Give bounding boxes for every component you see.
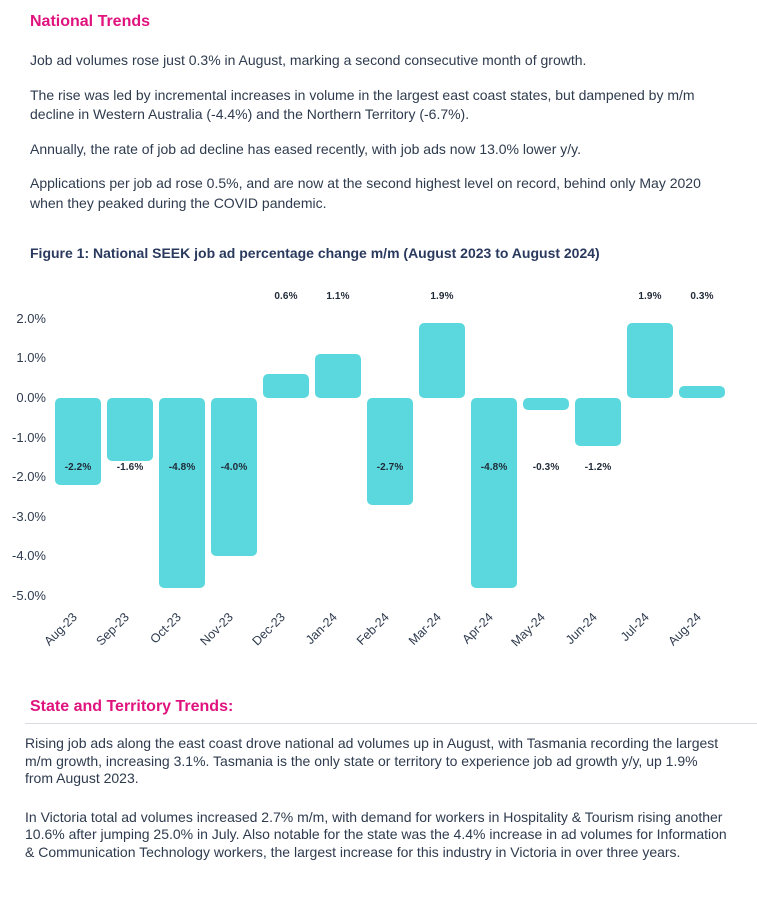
chart-bar-Dec-23	[263, 374, 309, 398]
bar-value-label: 0.3%	[690, 291, 714, 302]
national-paragraph-4: Applications per job ad rose 0.5%, and a…	[30, 175, 701, 211]
y-axis-tick-label: -1.0%	[12, 429, 46, 445]
x-axis-category-label: Apr-24	[459, 610, 496, 647]
chart-bar-Apr-24	[471, 398, 517, 589]
x-axis-category-label: Jan-24	[302, 610, 340, 647]
figure1-chart: 2.0% 1.0% 0.0% -1.0% -2.0% -3.0% -4.0% -5.0% -2.…	[0, 280, 757, 665]
x-axis-category-label: Sep-23	[93, 610, 132, 649]
bar-value-label: -4.0%	[220, 462, 248, 473]
y-axis-tick-label: 1.0%	[16, 350, 46, 366]
x-axis-category-label: May-24	[508, 610, 548, 650]
chart-bar-Jan-24	[315, 354, 361, 398]
y-axis-tick-label: -5.0%	[12, 588, 46, 603]
section-divider	[25, 723, 757, 724]
x-axis-category-label: Aug-23	[41, 610, 80, 649]
bar-value-label: 1.1%	[326, 291, 350, 302]
chart-bar-Nov-23	[211, 398, 257, 557]
x-axis-category-label: Dec-23	[249, 610, 288, 649]
state-paragraph-2: In Victoria total ad volumes increased 2…	[25, 808, 727, 860]
chart-bar-Jul-24	[627, 322, 673, 398]
chart-bar-Feb-24	[367, 398, 413, 505]
y-axis-tick-label: 0.0%	[16, 390, 46, 405]
x-axis-category-label: Jul-24	[617, 610, 652, 644]
chart-bar-Oct-23	[159, 398, 205, 589]
bar-value-label: 1.9%	[638, 291, 662, 302]
x-axis-category-label: Jun-24	[562, 610, 600, 647]
x-axis-category-label: Feb-24	[353, 610, 392, 648]
chart-bar-Mar-24	[419, 322, 465, 398]
national-paragraph-2: The rise was led by incremental increase…	[30, 86, 695, 123]
bar-value-label: -1.2%	[584, 462, 612, 473]
chart-bar-Jun-24	[575, 398, 621, 446]
bar-value-label: -4.8%	[168, 462, 196, 473]
chart-bar-Aug-24	[679, 386, 725, 398]
state-trends-heading: State and Territory Trends:	[30, 698, 234, 715]
x-axis-category-label: Nov-23	[197, 610, 236, 649]
figure1-caption: Figure 1: National SEEK job ad percentag…	[30, 245, 600, 261]
national-paragraph-1: Job ad volumes rose just 0.3% in August,…	[30, 52, 587, 68]
chart-bar-Aug-23	[55, 398, 101, 486]
bar-value-label: -0.3%	[532, 462, 560, 473]
national-paragraph-3: Annually, the rate of job ad decline has…	[30, 140, 581, 157]
bar-value-label: 0.6%	[274, 291, 298, 302]
chart-bar-Sep-23	[107, 398, 153, 462]
y-axis-tick-label: -2.0%	[12, 469, 46, 485]
y-axis-tick-label: -4.0%	[12, 548, 46, 564]
y-axis-tick-label: -3.0%	[12, 508, 46, 524]
bar-value-label: -2.7%	[376, 462, 404, 473]
x-axis-category-label: Oct-23	[147, 610, 184, 647]
state-paragraph-1: Rising job ads along the east coast drov…	[25, 735, 719, 786]
chart-bar-May-24	[523, 398, 569, 410]
y-axis-tick-label: 2.0%	[16, 310, 46, 326]
x-axis-category-label: Mar-24	[406, 610, 444, 648]
bar-value-label: 1.9%	[430, 291, 454, 302]
bar-value-label: -1.6%	[116, 462, 144, 473]
bar-value-label: -4.8%	[480, 462, 508, 473]
x-axis-category-label: Aug-24	[665, 610, 704, 649]
bar-value-label: -2.2%	[64, 462, 92, 473]
national-trends-heading: National Trends	[30, 13, 151, 30]
report-page: National Trends Job ad volumes rose just…	[0, 13, 757, 860]
